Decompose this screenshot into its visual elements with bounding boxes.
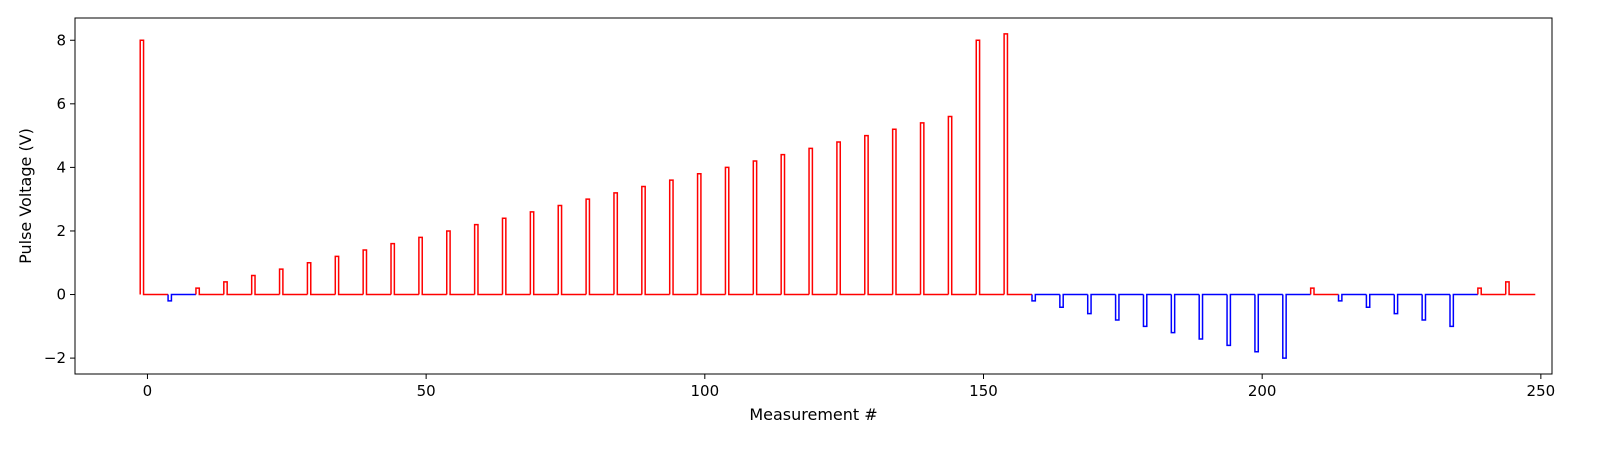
pulse-46	[1421, 293, 1450, 321]
series-layer	[139, 33, 1536, 359]
pulse-40	[1254, 293, 1283, 353]
pulse-47	[1449, 293, 1478, 328]
y-tick-label: −2	[44, 349, 66, 367]
pulse-17	[613, 192, 642, 296]
pulse-1	[167, 293, 196, 302]
pulse-20	[696, 173, 726, 296]
pulse-0	[139, 39, 169, 296]
pulse-16	[585, 198, 614, 296]
pulse-8	[362, 249, 392, 296]
pulse-44	[1365, 293, 1395, 308]
x-axis-ticks: 0 50 100 150 200 250	[143, 374, 1555, 400]
pulse-7	[334, 255, 364, 296]
pulse-42	[1309, 287, 1339, 296]
y-tick-label: 8	[56, 31, 66, 49]
y-tick-label: 2	[56, 222, 66, 240]
pulse-6	[306, 262, 336, 296]
pulse-4	[250, 274, 280, 296]
pulse-38	[1198, 293, 1228, 340]
pulse-41	[1282, 293, 1311, 359]
y-axis-ticks: −2 0 2 4 6 8	[44, 31, 75, 367]
pulse-5	[278, 268, 308, 296]
pulse-30	[975, 39, 1005, 296]
y-tick-label: 6	[56, 95, 66, 113]
y-tick-label: 0	[56, 286, 66, 304]
pulse-49	[1504, 281, 1536, 296]
pulse-2	[195, 287, 224, 296]
pulse-43	[1337, 293, 1367, 302]
pulse-19	[668, 179, 698, 296]
pulse-37	[1170, 293, 1200, 334]
x-axis-label: Measurement #	[749, 405, 877, 424]
pulse-34	[1086, 293, 1116, 315]
pulse-12	[473, 223, 503, 296]
pulse-14	[529, 211, 559, 296]
y-axis-label: Pulse Voltage (V)	[16, 128, 35, 264]
pulse-26	[864, 134, 893, 296]
pulse-18	[641, 185, 670, 296]
x-tick-label: 200	[1248, 382, 1277, 400]
pulse-23	[780, 153, 810, 296]
pulse-3	[223, 281, 252, 296]
x-tick-label: 50	[417, 382, 436, 400]
pulse-29	[947, 115, 977, 296]
pulse-28	[919, 122, 949, 296]
pulse-33	[1059, 293, 1088, 308]
pulse-25	[836, 141, 865, 296]
plot-frame	[74, 17, 1553, 375]
pulse-32	[1031, 293, 1060, 302]
pulse-27	[891, 128, 921, 296]
pulse-31	[1003, 33, 1032, 296]
y-tick-label: 4	[56, 158, 66, 176]
x-tick-label: 0	[143, 382, 153, 400]
pulse-39	[1226, 293, 1255, 347]
pulse-21	[724, 166, 754, 296]
pulse-13	[501, 217, 531, 296]
x-tick-label: 150	[969, 382, 998, 400]
pulse-36	[1142, 293, 1172, 328]
pulse-24	[808, 147, 837, 296]
pulse-35	[1114, 293, 1144, 321]
pulse-22	[752, 160, 782, 296]
pulse-15	[557, 204, 587, 296]
pulse-45	[1393, 293, 1423, 315]
pulse-10	[418, 236, 447, 296]
x-tick-label: 100	[690, 382, 719, 400]
pulse-11	[446, 230, 475, 296]
pulse-48	[1477, 287, 1506, 296]
pulse-9	[390, 242, 419, 296]
x-tick-label: 250	[1527, 382, 1556, 400]
